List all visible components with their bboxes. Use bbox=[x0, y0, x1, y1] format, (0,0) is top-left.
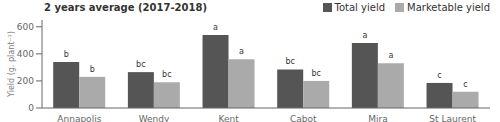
svg-text:bc: bc bbox=[285, 57, 294, 66]
svg-text:Mira: Mira bbox=[368, 114, 387, 122]
svg-text:200: 200 bbox=[17, 76, 34, 86]
svg-text:600: 600 bbox=[17, 22, 34, 32]
svg-text:400: 400 bbox=[17, 49, 34, 59]
svg-text:Cabot: Cabot bbox=[290, 114, 317, 122]
svg-text:Annapolis: Annapolis bbox=[57, 114, 101, 122]
svg-text:a: a bbox=[239, 47, 244, 56]
svg-text:bc: bc bbox=[311, 69, 320, 78]
svg-text:a: a bbox=[388, 51, 393, 60]
svg-text:0: 0 bbox=[28, 103, 34, 113]
svg-text:St Laurent: St Laurent bbox=[429, 114, 476, 122]
svg-text:b: b bbox=[90, 65, 95, 74]
svg-text:b: b bbox=[64, 50, 69, 59]
svg-text:c: c bbox=[437, 71, 441, 80]
svg-text:Wendy: Wendy bbox=[139, 114, 170, 122]
html-text:Marketable yield: Marketable yield bbox=[407, 1, 490, 13]
svg-text:Yield (g. plant⁻¹): Yield (g. plant⁻¹) bbox=[7, 31, 16, 98]
svg-text:a: a bbox=[362, 31, 367, 40]
svg-text:a: a bbox=[213, 23, 218, 32]
html-text:Total yield: Total yield bbox=[334, 1, 386, 13]
svg-text:Kent: Kent bbox=[219, 114, 240, 122]
svg-text:bc: bc bbox=[162, 70, 171, 79]
html-text:2 years average (2017-2018): 2 years average (2017-2018) bbox=[44, 1, 207, 13]
svg-text:bc: bc bbox=[136, 60, 145, 69]
svg-text:c: c bbox=[463, 80, 467, 89]
